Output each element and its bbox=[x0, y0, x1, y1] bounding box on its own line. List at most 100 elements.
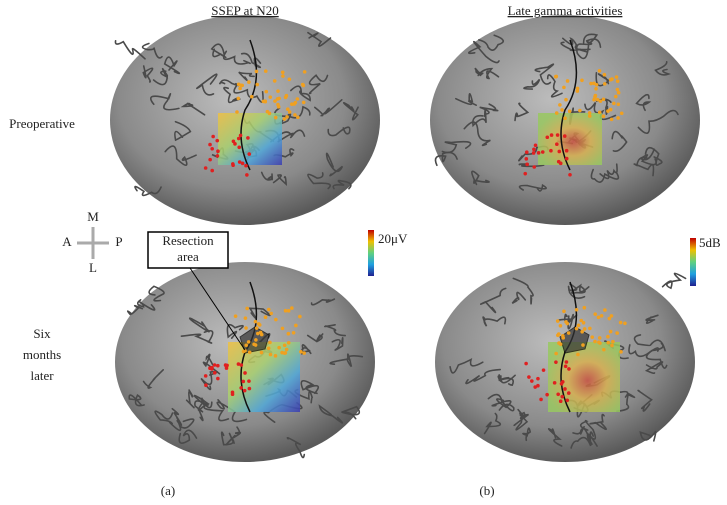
gyrus bbox=[547, 428, 563, 447]
electrode bbox=[562, 85, 566, 90]
electrode bbox=[597, 110, 602, 115]
electrode bbox=[277, 345, 281, 350]
electrode bbox=[259, 350, 264, 355]
electrode bbox=[244, 326, 248, 330]
electrode bbox=[273, 115, 278, 120]
electrode bbox=[293, 100, 298, 105]
electrode bbox=[523, 171, 528, 176]
electrode bbox=[597, 340, 601, 344]
electrode bbox=[204, 383, 208, 388]
electrode bbox=[606, 334, 610, 339]
electrode bbox=[282, 343, 287, 348]
electrode bbox=[291, 330, 296, 335]
electrode bbox=[602, 347, 606, 352]
electrode bbox=[610, 77, 614, 81]
electrode bbox=[242, 388, 247, 393]
gyrus bbox=[480, 287, 507, 314]
electrode bbox=[261, 99, 266, 104]
electrode bbox=[243, 371, 247, 375]
electrode bbox=[247, 80, 251, 84]
electrode bbox=[556, 392, 560, 397]
electrode bbox=[236, 362, 241, 366]
electrode bbox=[273, 99, 277, 103]
panels bbox=[110, 15, 700, 462]
electrode bbox=[580, 329, 584, 334]
electrode bbox=[592, 97, 596, 102]
electrode bbox=[576, 352, 580, 357]
electrode bbox=[594, 87, 598, 91]
annotation-text: Resection bbox=[162, 233, 214, 248]
electrode bbox=[567, 109, 572, 113]
electrode bbox=[609, 117, 614, 122]
gyrus bbox=[168, 418, 195, 432]
electrode bbox=[241, 379, 246, 384]
electrode bbox=[239, 386, 243, 390]
electrode bbox=[298, 314, 302, 319]
gyrus bbox=[185, 389, 195, 409]
column-title: SSEP at N20 bbox=[211, 3, 278, 18]
electrode bbox=[601, 114, 606, 119]
electrode bbox=[268, 340, 272, 345]
electrode bbox=[563, 364, 568, 369]
electrode bbox=[249, 94, 254, 99]
gyrus bbox=[307, 31, 332, 47]
electrode bbox=[238, 133, 243, 138]
electrode bbox=[568, 172, 572, 177]
gyrus bbox=[570, 431, 594, 449]
electrode bbox=[233, 314, 238, 318]
gyrus bbox=[154, 410, 174, 425]
electrode bbox=[280, 326, 285, 331]
electrode bbox=[272, 79, 277, 83]
electrode bbox=[558, 342, 563, 347]
column-title: Late gamma activities bbox=[508, 3, 623, 18]
electrode bbox=[533, 385, 537, 389]
gyrus bbox=[180, 329, 214, 344]
gyrus bbox=[595, 72, 611, 87]
gyrus bbox=[114, 40, 146, 60]
gyrus bbox=[441, 140, 472, 154]
electrode bbox=[265, 109, 270, 114]
gyrus bbox=[579, 419, 597, 440]
gyrus bbox=[449, 358, 484, 374]
gyrus bbox=[483, 412, 502, 435]
electrode bbox=[285, 115, 289, 119]
gyrus bbox=[491, 398, 512, 409]
electrode bbox=[273, 354, 278, 358]
electrode bbox=[203, 166, 208, 170]
electrode bbox=[555, 319, 560, 323]
electrode bbox=[541, 368, 546, 372]
electrode bbox=[287, 77, 292, 82]
electrode bbox=[561, 336, 566, 340]
electrode bbox=[212, 363, 217, 367]
caption: (a) bbox=[161, 483, 175, 498]
gyrus bbox=[637, 389, 653, 412]
map-patch bbox=[218, 113, 282, 165]
gyrus bbox=[644, 361, 664, 375]
electrode bbox=[238, 86, 242, 91]
gyrus bbox=[611, 130, 628, 152]
electrode bbox=[215, 154, 220, 158]
electrode bbox=[268, 352, 273, 357]
electrode bbox=[266, 346, 271, 351]
electrode bbox=[284, 93, 289, 98]
gyrus bbox=[512, 277, 534, 305]
electrode bbox=[531, 151, 536, 155]
electrode bbox=[533, 143, 538, 148]
electrode bbox=[616, 90, 621, 95]
brain-panel bbox=[115, 262, 375, 462]
gyrus bbox=[472, 109, 487, 128]
electrode bbox=[263, 69, 268, 73]
gyrus bbox=[341, 405, 361, 420]
electrode bbox=[612, 101, 616, 106]
gyrus bbox=[479, 103, 499, 115]
electrode bbox=[237, 160, 242, 164]
electrode bbox=[579, 318, 584, 323]
gyrus bbox=[152, 67, 169, 86]
electrode bbox=[558, 103, 562, 107]
gyrus bbox=[220, 431, 235, 446]
gyrus bbox=[571, 283, 590, 294]
electrode bbox=[564, 360, 569, 364]
electrode bbox=[554, 360, 558, 364]
central-sulcus bbox=[560, 39, 578, 171]
gyrus bbox=[465, 368, 501, 385]
